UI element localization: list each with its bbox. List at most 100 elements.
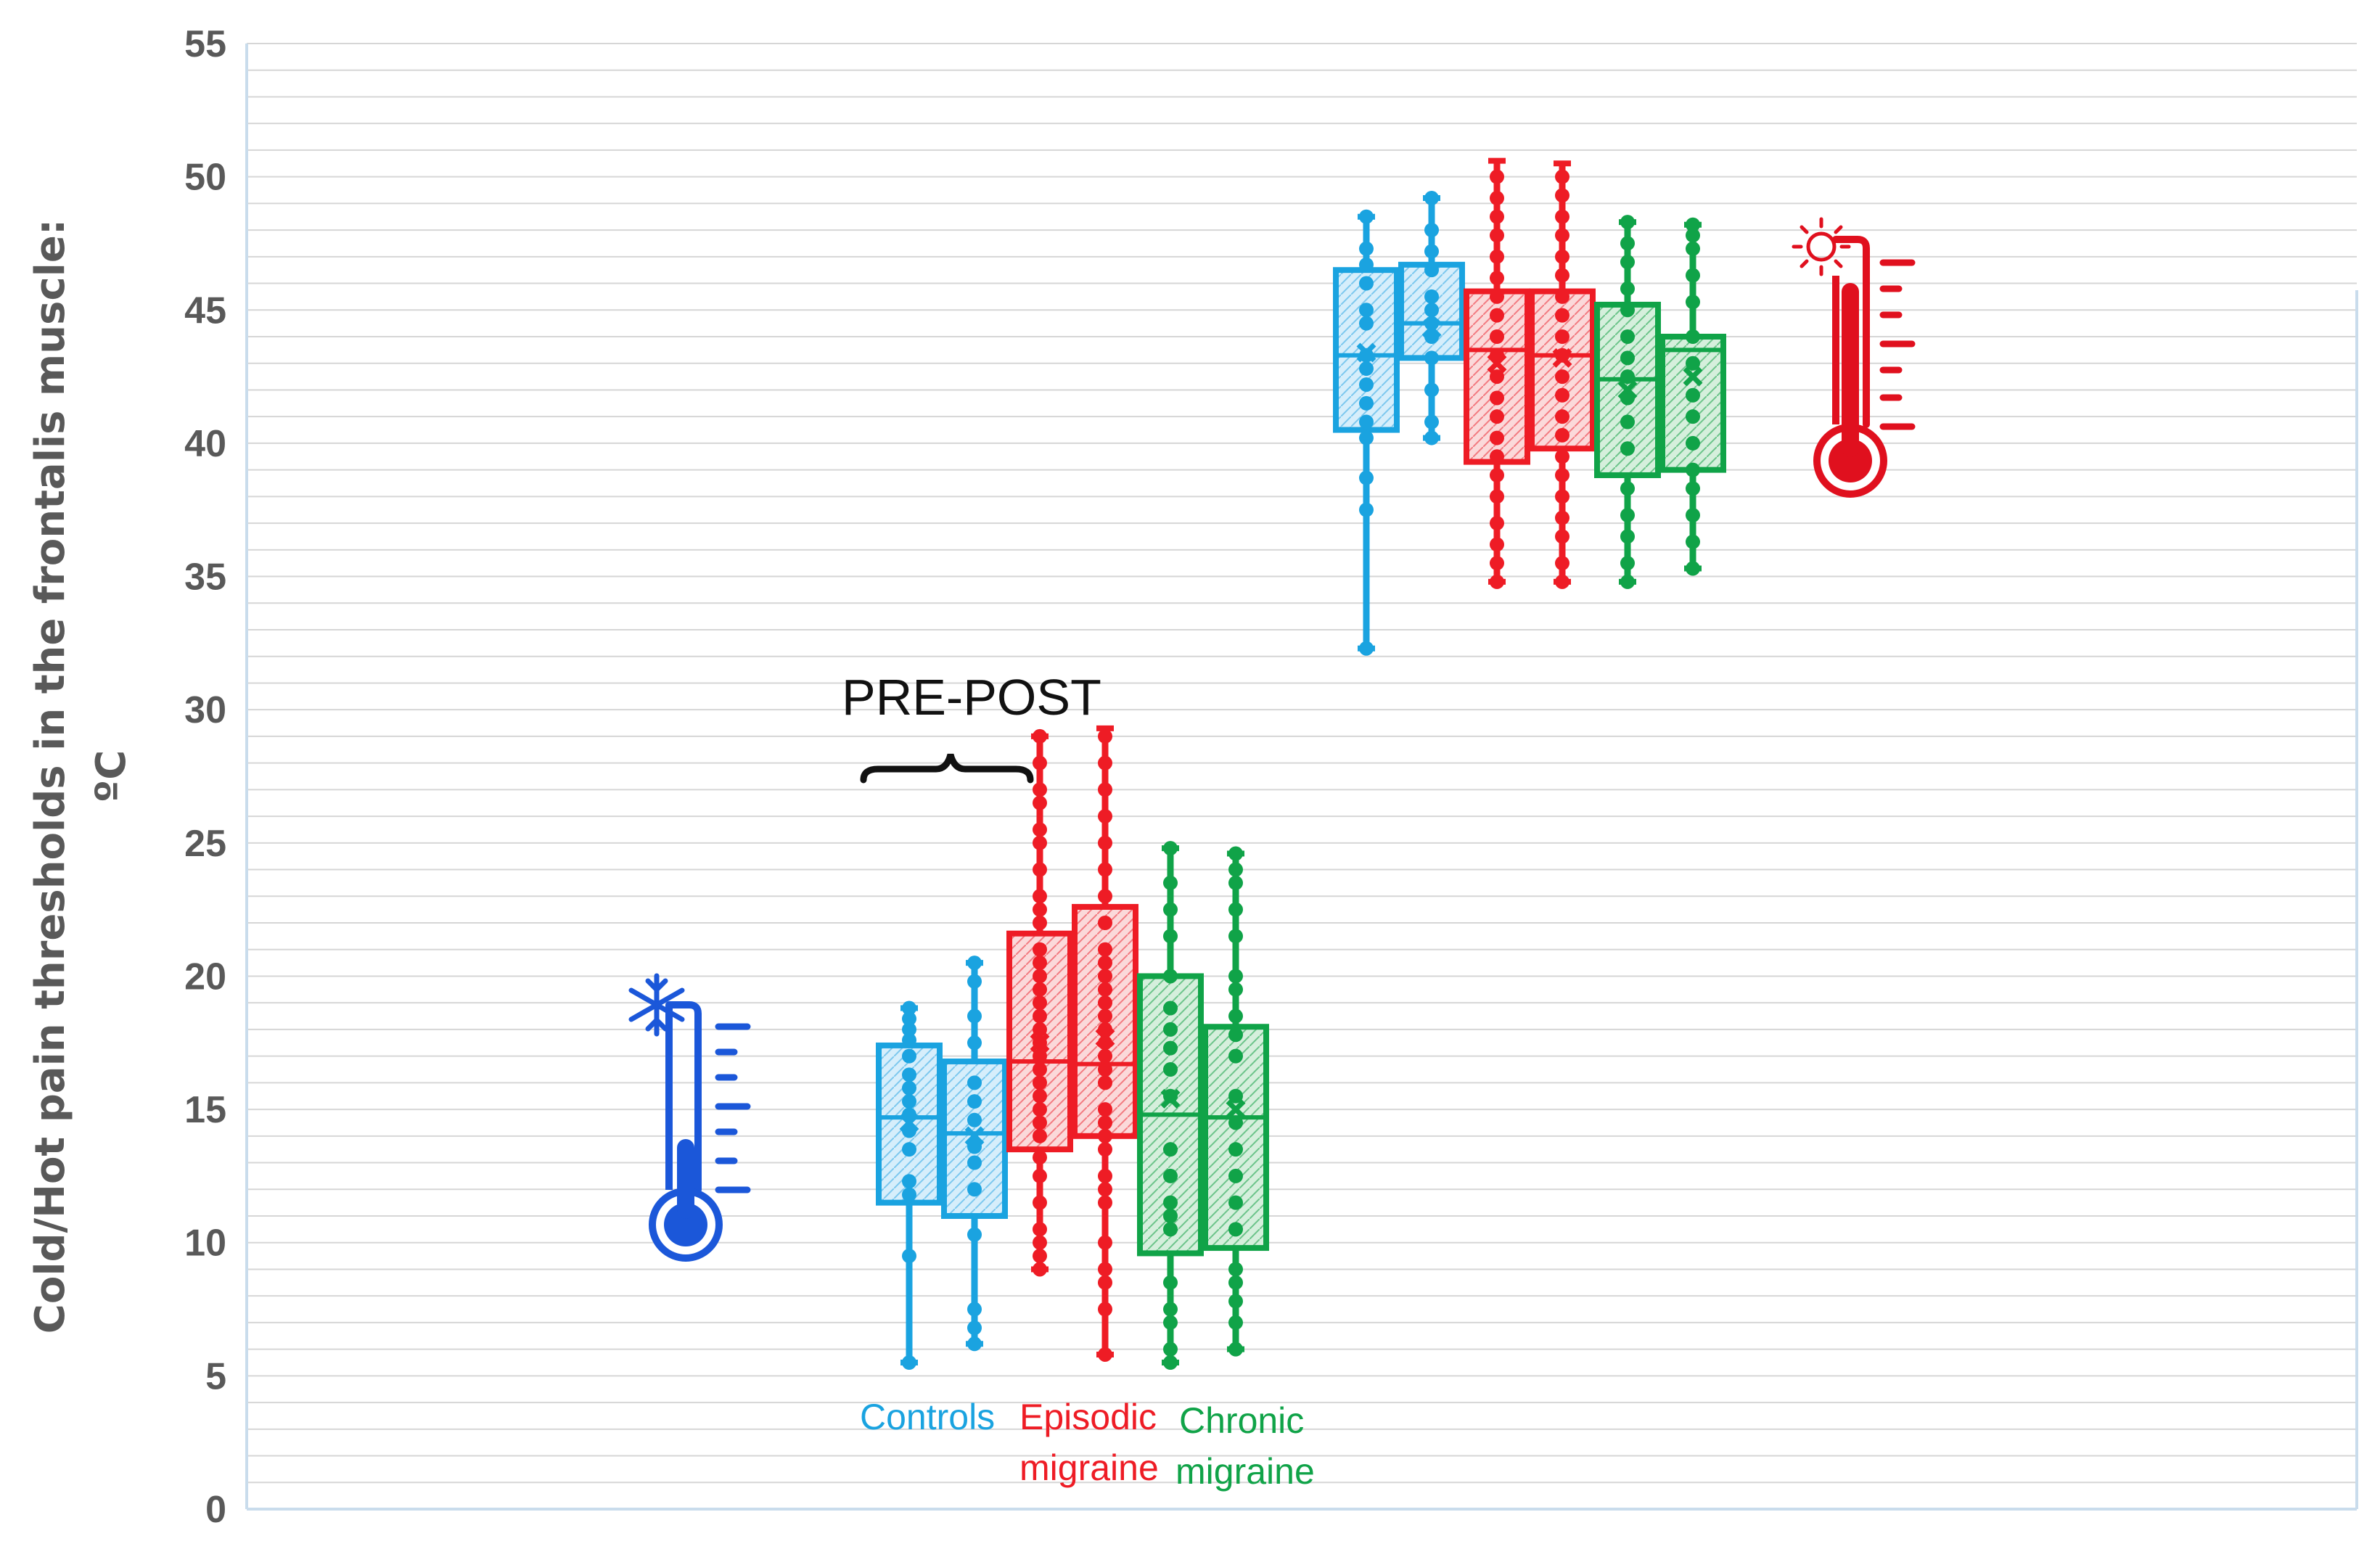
data-point — [1098, 1182, 1112, 1197]
data-point — [967, 956, 982, 971]
data-point — [1490, 271, 1504, 286]
box-iqr — [1202, 1024, 1269, 1252]
data-point — [1359, 316, 1374, 331]
data-point — [1424, 430, 1439, 445]
data-point — [1098, 1262, 1112, 1277]
data-point — [1033, 1222, 1047, 1237]
data-point — [1163, 875, 1178, 890]
data-point — [1033, 1008, 1047, 1024]
data-point — [1033, 1022, 1047, 1037]
axes — [245, 44, 2358, 1511]
label-episodic-line2: migraine — [1019, 1447, 1159, 1488]
box-cold-controls-post — [941, 956, 1008, 1352]
y-tick-label: 45 — [184, 289, 226, 332]
data-point — [1228, 1027, 1243, 1043]
data-point — [1163, 1022, 1178, 1037]
data-point — [1686, 329, 1700, 344]
data-point — [1098, 995, 1112, 1011]
data-point — [1620, 303, 1635, 318]
data-point — [1490, 289, 1504, 304]
data-point — [1228, 1275, 1243, 1290]
y-tick-label: 40 — [184, 423, 226, 465]
sun-icon — [1792, 217, 1851, 276]
data-point — [1686, 409, 1700, 424]
data-point — [1033, 1062, 1047, 1077]
data-point — [1033, 1088, 1047, 1104]
data-point — [1555, 449, 1569, 464]
mean-marker — [1487, 353, 1507, 374]
mean-marker — [1356, 342, 1376, 363]
data-point — [1098, 1048, 1112, 1064]
data-point — [967, 1336, 982, 1352]
data-point — [1163, 929, 1178, 944]
data-point — [1620, 441, 1635, 456]
data-point — [1163, 1355, 1178, 1370]
y-tick-label: 35 — [184, 556, 226, 599]
y-tick-label: 25 — [184, 823, 226, 865]
data-point — [1359, 241, 1374, 256]
data-point — [1620, 574, 1635, 589]
data-point — [1033, 1249, 1047, 1264]
data-point — [1686, 462, 1700, 477]
data-point — [1163, 969, 1178, 984]
data-point — [1098, 1008, 1112, 1024]
data-point — [1228, 1115, 1243, 1130]
data-point — [1098, 862, 1112, 877]
data-point — [1033, 1115, 1047, 1130]
data-point — [1098, 1195, 1112, 1210]
data-point — [1555, 574, 1569, 589]
data-point — [1490, 329, 1504, 344]
data-point — [1490, 228, 1504, 243]
data-point — [902, 1048, 916, 1064]
data-point — [1359, 377, 1374, 393]
data-point — [1033, 1048, 1047, 1064]
data-point — [1620, 215, 1635, 230]
data-point — [1490, 169, 1504, 184]
data-point — [1686, 356, 1700, 371]
data-point — [1490, 489, 1504, 504]
box-hot-controls-pre — [1333, 209, 1400, 656]
data-point — [1555, 169, 1569, 184]
data-point — [1098, 1062, 1112, 1077]
y-tick-label: 0 — [205, 1489, 226, 1531]
data-point — [1359, 257, 1374, 272]
data-point — [1033, 902, 1047, 917]
data-point — [1033, 956, 1047, 971]
data-point — [1228, 846, 1243, 861]
data-point — [1620, 236, 1635, 251]
data-point — [1555, 510, 1569, 525]
data-point — [1686, 217, 1700, 232]
data-point — [1490, 467, 1504, 482]
data-point — [1163, 1315, 1178, 1330]
data-point — [1228, 902, 1243, 917]
data-point — [1098, 982, 1112, 997]
data-point — [1620, 481, 1635, 496]
y-tick-label: 55 — [184, 23, 226, 65]
y-tick-label: 50 — [184, 157, 226, 199]
data-point — [1686, 295, 1700, 310]
data-point — [1033, 835, 1047, 850]
box-cold-chronic-migraine-post — [1202, 846, 1269, 1357]
data-point — [1424, 223, 1439, 238]
data-point — [1620, 281, 1635, 296]
data-point — [1033, 982, 1047, 997]
data-point — [1424, 263, 1439, 278]
data-point — [1163, 1062, 1178, 1077]
data-point — [967, 1182, 982, 1197]
y-tick-label: 15 — [184, 1089, 226, 1131]
box-cold-episodic-migraine-post — [1072, 725, 1138, 1362]
data-point — [1033, 1102, 1047, 1117]
pre-post-brace — [860, 753, 1034, 784]
cold-thermometer-icon — [628, 973, 751, 1262]
y-axis-unit: ºC — [88, 750, 135, 803]
data-point — [1555, 228, 1569, 243]
mean-marker — [1226, 1099, 1246, 1119]
data-point — [967, 974, 982, 989]
data-point — [1163, 1209, 1178, 1223]
data-point — [1620, 414, 1635, 430]
data-point — [1033, 1235, 1047, 1250]
label-chronic-line2: migraine — [1175, 1451, 1315, 1492]
data-point — [1033, 1128, 1047, 1143]
y-axis-label: Cold/Hot pain thresholds in the frontali… — [27, 219, 74, 1334]
